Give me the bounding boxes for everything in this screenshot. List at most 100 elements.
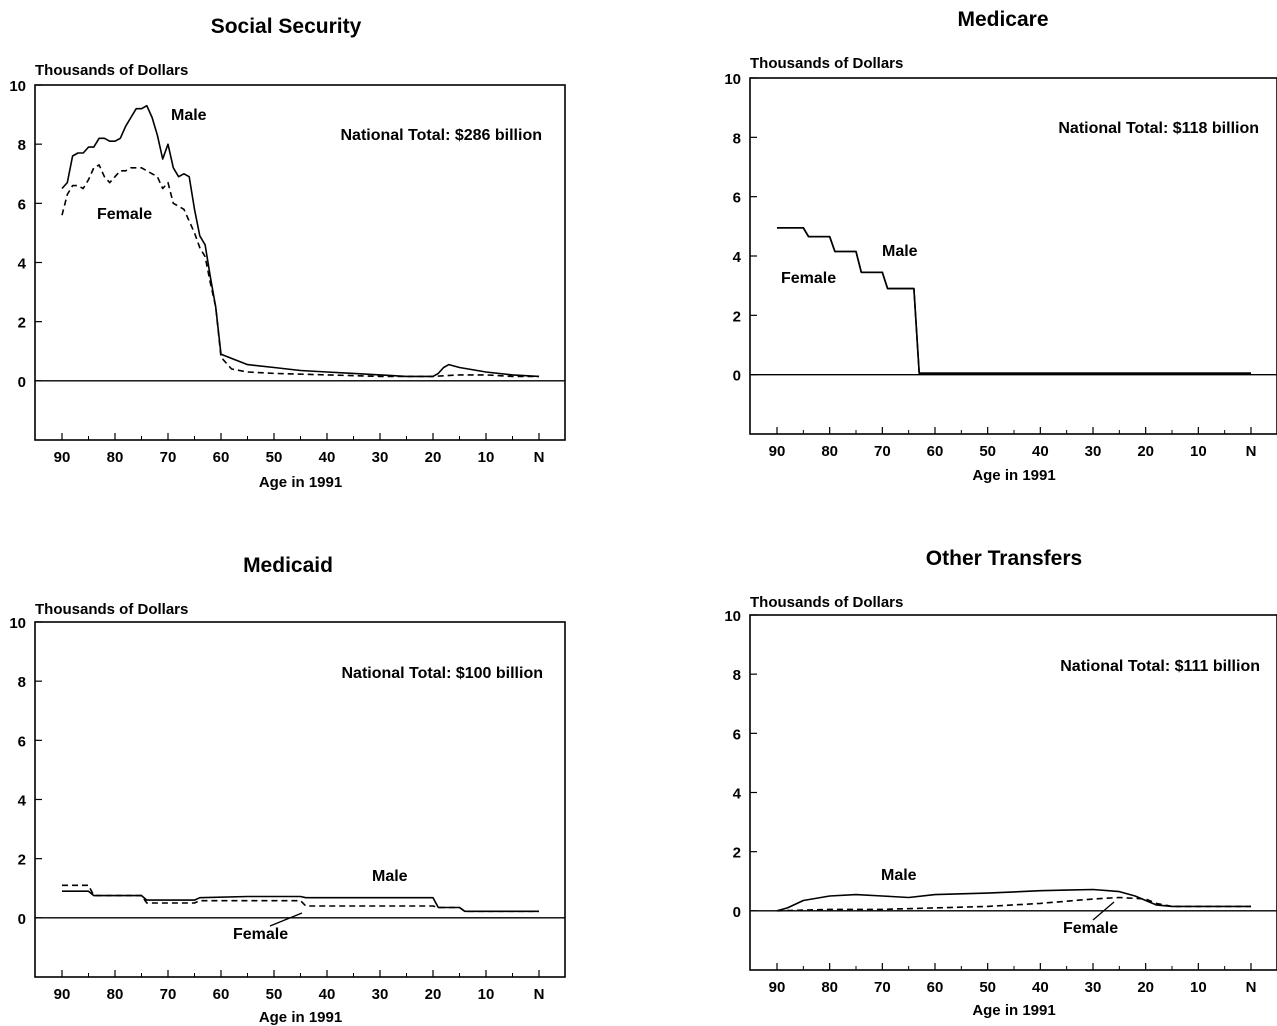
series-label-female: Female xyxy=(781,270,836,287)
y-tick-label: 10 xyxy=(9,615,26,632)
y-tick-label: 6 xyxy=(733,726,741,743)
y-tick-label: 2 xyxy=(733,845,741,862)
y-axis-label: Thousands of Dollars xyxy=(35,62,188,79)
x-tick-label: 70 xyxy=(160,449,177,466)
y-axis-label: Thousands of Dollars xyxy=(750,55,903,72)
x-tick-label: 90 xyxy=(769,979,786,996)
x-tick-label: N xyxy=(1246,443,1257,460)
series-label-male: Male xyxy=(372,868,408,885)
national-total-annotation: National Total: $286 billion xyxy=(340,127,542,144)
x-axis-label: Age in 1991 xyxy=(259,1009,342,1026)
series-label-male: Male xyxy=(882,243,918,260)
x-tick-label: 50 xyxy=(266,986,283,1003)
y-tick-label: 6 xyxy=(733,190,741,207)
y-tick-label: 10 xyxy=(9,78,26,95)
series-label-male: Male xyxy=(171,107,207,124)
series-line-male xyxy=(776,888,1251,912)
y-tick-label: 4 xyxy=(733,786,742,803)
x-tick-label: 50 xyxy=(266,449,283,466)
national-total-annotation: National Total: $100 billion xyxy=(341,665,543,682)
y-tick-label: 2 xyxy=(18,852,26,869)
x-tick-label: 60 xyxy=(213,449,230,466)
x-tick-label: 80 xyxy=(107,449,124,466)
chart-title: Other Transfers xyxy=(926,547,1082,570)
x-tick-label: 40 xyxy=(1032,979,1049,996)
x-tick-label: 20 xyxy=(425,986,442,1003)
female-label-leader xyxy=(1092,901,1115,921)
x-axis-label: Age in 1991 xyxy=(259,474,342,491)
x-tick-label: 30 xyxy=(1085,443,1102,460)
x-axis-label: Age in 1991 xyxy=(972,1002,1055,1019)
y-tick-label: 2 xyxy=(18,315,26,332)
x-tick-label: N xyxy=(1246,979,1257,996)
x-tick-label: 20 xyxy=(1137,443,1154,460)
y-tick-label: 4 xyxy=(18,793,27,810)
series-line-male xyxy=(777,227,1251,375)
x-tick-label: 80 xyxy=(107,986,124,1003)
y-tick-label: 6 xyxy=(18,196,26,213)
x-tick-label: 20 xyxy=(425,449,442,466)
series-line-female xyxy=(62,884,539,913)
chart-title: Medicaid xyxy=(243,554,333,577)
y-tick-label: 4 xyxy=(733,249,742,266)
x-tick-label: 90 xyxy=(54,449,71,466)
series-line-female xyxy=(777,227,1251,375)
national-total-annotation: National Total: $111 billion xyxy=(1060,658,1260,675)
x-tick-label: 70 xyxy=(874,979,891,996)
x-tick-label: N xyxy=(534,449,545,466)
x-tick-label: 80 xyxy=(821,443,838,460)
x-tick-label: 30 xyxy=(372,986,389,1003)
y-tick-label: 4 xyxy=(18,256,27,273)
x-axis-label: Age in 1991 xyxy=(972,467,1055,484)
x-tick-label: 10 xyxy=(478,986,495,1003)
series-line-male xyxy=(61,104,540,378)
x-tick-label: 60 xyxy=(927,979,944,996)
x-tick-label: 50 xyxy=(979,979,996,996)
x-tick-label: 20 xyxy=(1137,979,1154,996)
y-tick-label: 2 xyxy=(733,308,741,325)
x-tick-label: 40 xyxy=(319,449,336,466)
series-line-female xyxy=(61,164,539,378)
x-tick-label: 60 xyxy=(927,443,944,460)
chart-title: Medicare xyxy=(957,8,1048,31)
y-tick-label: 10 xyxy=(724,608,741,625)
x-tick-label: 30 xyxy=(1085,979,1102,996)
x-tick-label: 70 xyxy=(160,986,177,1003)
y-tick-label: 0 xyxy=(18,374,26,391)
series-line-male xyxy=(62,890,539,913)
y-tick-label: 8 xyxy=(18,137,26,154)
x-tick-label: 30 xyxy=(372,449,389,466)
y-tick-label: 0 xyxy=(733,904,741,921)
chart-title: Social Security xyxy=(211,15,362,38)
x-tick-label: 10 xyxy=(478,449,495,466)
y-axis-label: Thousands of Dollars xyxy=(35,601,188,618)
y-tick-label: 8 xyxy=(18,674,26,691)
x-tick-label: 10 xyxy=(1190,443,1207,460)
x-tick-label: 90 xyxy=(54,986,71,1003)
x-tick-label: 40 xyxy=(319,986,336,1003)
series-line-female xyxy=(776,896,1251,912)
y-axis-label: Thousands of Dollars xyxy=(750,594,903,611)
x-tick-label: 70 xyxy=(874,443,891,460)
x-tick-label: 40 xyxy=(1032,443,1049,460)
series-label-female: Female xyxy=(1063,920,1118,937)
x-tick-label: 90 xyxy=(769,443,786,460)
y-tick-label: 8 xyxy=(733,667,741,684)
x-tick-label: 60 xyxy=(213,986,230,1003)
y-tick-label: 0 xyxy=(733,368,741,385)
series-label-male: Male xyxy=(881,867,917,884)
x-tick-label: 80 xyxy=(821,979,838,996)
y-tick-label: 0 xyxy=(18,911,26,928)
female-label-leader xyxy=(269,912,303,927)
series-label-female: Female xyxy=(233,926,288,943)
y-tick-label: 10 xyxy=(724,71,741,88)
x-tick-label: 50 xyxy=(979,443,996,460)
y-tick-label: 6 xyxy=(18,733,26,750)
national-total-annotation: National Total: $118 billion xyxy=(1058,120,1259,137)
x-tick-label: 10 xyxy=(1190,979,1207,996)
series-label-female: Female xyxy=(97,206,152,223)
chart-panel-4: Other Transfers Thousands of Dollars 10 8 6 4… xyxy=(724,547,1277,1019)
chart-panel-1: Social Security Thousands of Dollars 10 8 6 4… xyxy=(9,15,566,491)
